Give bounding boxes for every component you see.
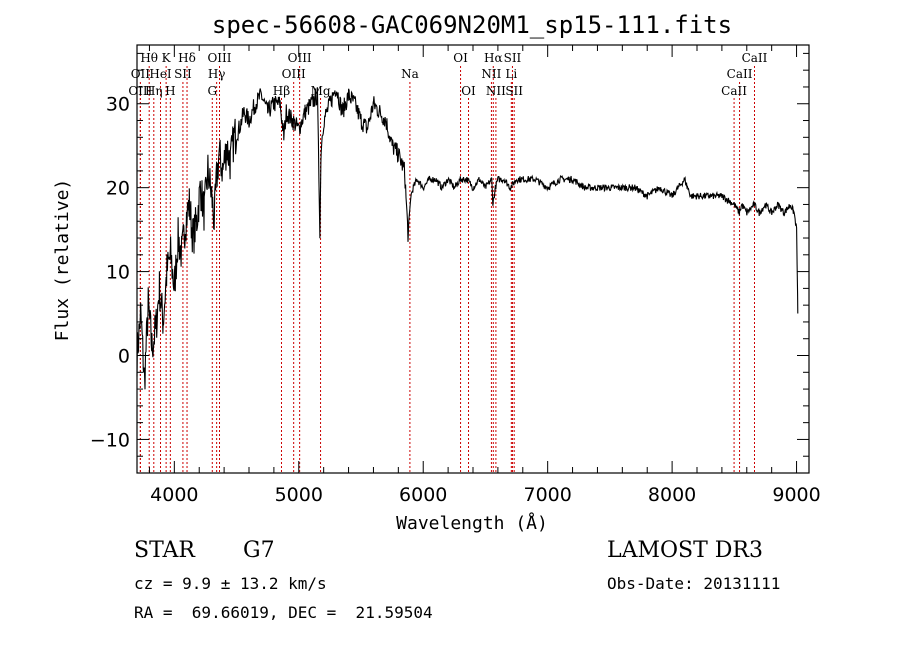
line-label-26: CaII [727,67,753,81]
survey-label: LAMOST DR3 [607,538,763,563]
x-tick-label-4: 8000 [648,484,696,506]
line-label-21: NII [486,84,506,98]
redshift-cz: cz = 9.9 ± 13.2 km/s [134,574,327,593]
line-label-3: K [162,51,172,65]
obs-date: Obs-Date: 20131111 [607,574,781,593]
x-tick-label-2: 6000 [399,484,447,506]
line-label-24: SII [505,84,523,98]
x-axis: 4000 5000 6000 7000 8000 9000 [148,45,821,506]
line-label-23: Li [505,67,517,81]
line-label-13: OIII [282,67,306,81]
line-label-4: HeI [149,67,172,81]
line-label-19: Hα [484,51,503,65]
line-label-18: OI [461,84,476,98]
line-label-11: G [207,84,217,98]
x-tick-label-1: 5000 [275,484,323,506]
y-tick-label-4: 30 [106,94,130,116]
line-label-2: OIII [128,84,152,98]
object-subclass: G7 [243,538,275,563]
y-tick-label-3: 20 [106,178,130,200]
line-label-25: CaII [742,51,768,65]
x-tick-label-5: 9000 [772,484,820,506]
line-label-7: H [165,84,175,98]
x-axis-label: Wavelength (Å) [396,512,548,534]
line-label-15: Mg [311,84,331,98]
line-label-14: Hβ [273,84,290,98]
spectrum-line [136,87,799,390]
chart-title: spec-56608-GAC069N20M1_sp15-111.fits [212,11,732,39]
y-axis: −10 0 10 20 30 [90,52,809,457]
line-label-9: OIII [207,51,231,65]
line-label-12: OIII [288,51,312,65]
emission-line-labels: Hθ OII OIII K HeI Hη SII H Hδ OIII Hγ G OIII OIII Hβ Mg… [128,51,767,98]
line-label-22: SII [504,51,522,65]
line-label-20: NII [481,67,501,81]
line-label-10: Hγ [208,67,226,81]
line-label-6: SII [174,67,192,81]
line-label-8: Hδ [178,51,196,65]
spectrum-chart: spec-56608-GAC069N20M1_sp15-111.fits Hθ O… [52,11,821,534]
line-label-5: Hη [145,84,163,98]
y-tick-label-2: 10 [106,262,130,284]
line-label-17: OI [453,51,468,65]
line-label-16: Na [401,67,419,81]
x-tick-label-3: 7000 [523,484,571,506]
object-class: STAR [134,538,195,563]
line-label-27: CaII [721,84,747,98]
x-tick-label-0: 4000 [150,484,198,506]
coordinates: RA = 69.66019, DEC = 21.59504 [134,603,433,622]
y-tick-label-0: −10 [90,429,130,451]
line-label-1: OII [131,67,151,81]
y-axis-label: Flux (relative) [52,179,73,342]
line-label-0: Hθ [140,51,158,65]
y-tick-label-1: 0 [118,346,130,368]
plot-frame [136,44,810,474]
emission-line-markers [139,66,755,473]
